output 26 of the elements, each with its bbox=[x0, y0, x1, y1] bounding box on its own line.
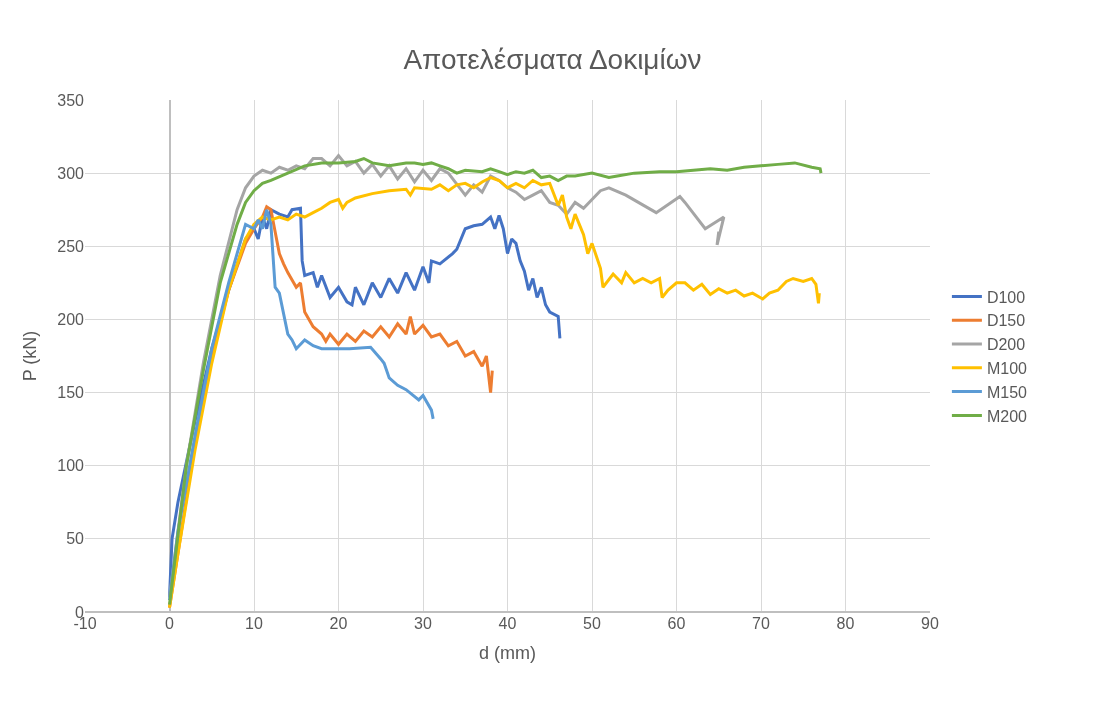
y-tick-label: 50 bbox=[66, 530, 85, 548]
legend-label: D150 bbox=[986, 312, 1026, 330]
x-tick-label: 20 bbox=[329, 615, 348, 632]
x-tick-label: 70 bbox=[752, 615, 770, 632]
legend-label: M150 bbox=[986, 383, 1028, 401]
legend-label: M100 bbox=[986, 360, 1028, 378]
x-tick-label: 50 bbox=[583, 615, 601, 632]
y-tick-label: 100 bbox=[57, 457, 85, 475]
x-tick-label: 40 bbox=[498, 615, 517, 632]
y-tick-label: 150 bbox=[57, 384, 85, 402]
y-tick-label: 350 bbox=[57, 91, 85, 109]
legend-label: M200 bbox=[986, 407, 1028, 425]
x-tick-label: 90 bbox=[921, 615, 939, 632]
y-tick-label: 200 bbox=[57, 311, 85, 329]
x-tick-label: 60 bbox=[667, 615, 686, 632]
x-tick-label: 0 bbox=[165, 615, 175, 632]
y-axis-title: P (kN) bbox=[20, 330, 41, 382]
x-tick-label: 10 bbox=[245, 615, 263, 632]
legend-label: D200 bbox=[986, 336, 1026, 354]
y-tick-label: 250 bbox=[57, 237, 85, 255]
chart-title: Αποτελέσματα Δοκιμίων bbox=[403, 44, 702, 76]
x-axis-title: d (mm) bbox=[479, 643, 536, 664]
legend-label: D100 bbox=[986, 288, 1026, 306]
x-tick-label: 30 bbox=[414, 615, 432, 632]
y-tick-label: 300 bbox=[57, 164, 85, 182]
x-tick-label: 80 bbox=[836, 615, 855, 632]
